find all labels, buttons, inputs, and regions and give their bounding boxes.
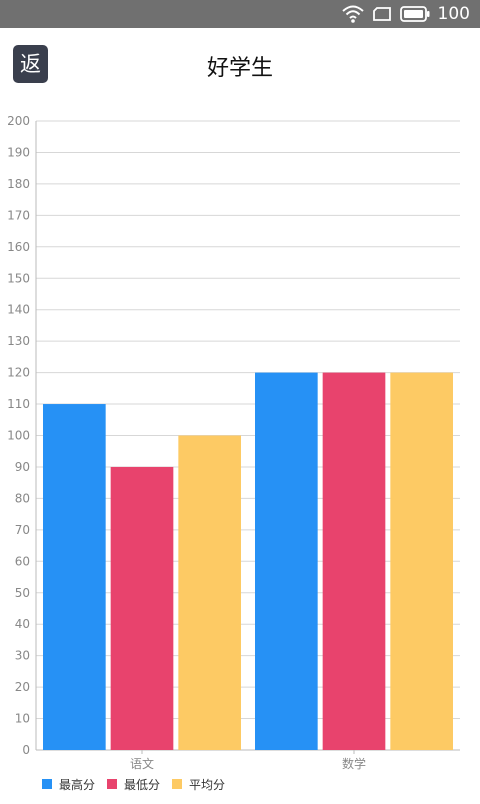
y-tick-label: 30 [15, 649, 30, 663]
y-tick-label: 120 [7, 366, 30, 380]
status-icons: 100 [341, 0, 470, 28]
page-title: 好学生 [206, 56, 273, 81]
bar-chart: 0 10 20 30 40 50 60 70 80 90 100 110 120 130 140 150 160… [7, 114, 460, 792]
y-tick-label: 130 [7, 334, 30, 348]
y-tick-label: 20 [15, 680, 30, 694]
x-tick-label: 数学 [342, 756, 366, 771]
legend-label: 最高分 [59, 777, 95, 792]
x-tick-label: 语文 [130, 756, 154, 771]
y-tick-label: 80 [15, 491, 30, 505]
battery-level: 100 [437, 4, 470, 24]
y-tick-label: 190 [7, 145, 30, 159]
bar [110, 466, 174, 750]
status-bar: 100 [0, 0, 480, 28]
y-tick-label: 100 [7, 429, 30, 443]
legend-swatch [42, 779, 52, 789]
y-tick-label: 70 [15, 523, 30, 537]
bar-chart-container: 0 10 20 30 40 50 60 70 80 90 100 110 120 130 140 150 160… [0, 104, 480, 800]
legend-label: 平均分 [189, 778, 225, 792]
bar [322, 372, 386, 750]
y-tick-label: 60 [15, 554, 30, 568]
bar [178, 435, 241, 750]
y-tick-label: 110 [7, 397, 30, 411]
y-tick-label: 180 [7, 177, 30, 191]
back-button[interactable]: 返 [13, 45, 48, 83]
y-tick-label: 50 [15, 586, 30, 600]
legend-label: 最低分 [124, 778, 160, 792]
app-header: 返 好学生 [0, 28, 480, 104]
y-tick-label: 40 [15, 617, 30, 631]
y-tick-label: 10 [15, 712, 30, 726]
bar [43, 404, 106, 750]
bar [255, 372, 318, 750]
legend-swatch [172, 779, 182, 789]
y-tick-label: 200 [7, 114, 30, 128]
y-tick-label: 90 [15, 460, 30, 474]
y-tick-label: 0 [22, 743, 30, 757]
y-tick-label: 160 [7, 240, 30, 254]
legend-swatch [107, 779, 117, 789]
sim-card-icon [372, 6, 392, 22]
battery-icon [399, 6, 430, 22]
y-tick-label: 150 [7, 271, 30, 285]
y-tick-label: 170 [7, 208, 30, 222]
bar [390, 372, 453, 750]
y-tick-label: 140 [7, 303, 30, 317]
wifi-icon [341, 5, 364, 23]
